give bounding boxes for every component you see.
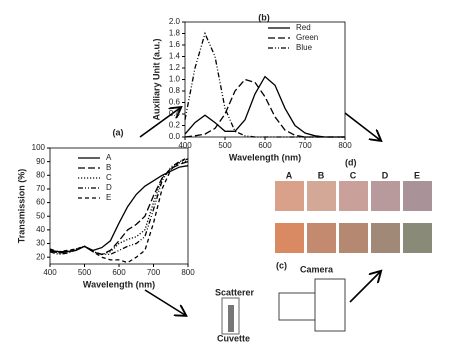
legend-label: C xyxy=(106,173,112,182)
y-tick-label: 80 xyxy=(36,170,45,179)
x-tick-label: 800 xyxy=(338,141,352,150)
color-swatch xyxy=(339,181,368,211)
chart-title: (b) xyxy=(258,12,270,22)
color-swatch xyxy=(371,223,400,253)
scatterer-label: Scatterer xyxy=(215,287,255,297)
y-tick-label: 0.6 xyxy=(169,98,181,107)
y-tick-label: 40 xyxy=(36,225,45,234)
y-tick-label: 20 xyxy=(36,252,45,261)
series-line xyxy=(49,157,189,264)
series-line xyxy=(49,158,189,256)
column-label: E xyxy=(414,170,420,180)
x-tick-label: 600 xyxy=(258,141,272,150)
color-swatch xyxy=(371,181,400,211)
legend-label: Green xyxy=(296,33,318,42)
color-swatch xyxy=(403,181,432,211)
column-label: C xyxy=(350,170,357,180)
series-line xyxy=(49,160,189,256)
color-swatch xyxy=(307,223,336,253)
color-swatch xyxy=(339,223,368,253)
y-tick-label: 100 xyxy=(32,143,46,152)
arrows xyxy=(139,108,380,315)
y-axis-label: Transmission (%) xyxy=(16,169,26,244)
legend-label: Blue xyxy=(296,43,313,52)
color-swatch xyxy=(307,181,336,211)
x-axis-label: Wavelength (nm) xyxy=(83,279,155,289)
y-tick-label: 70 xyxy=(36,184,45,193)
x-tick-label: 500 xyxy=(218,141,232,150)
camera-body xyxy=(314,278,346,332)
y-tick-label: 50 xyxy=(36,211,45,220)
y-tick-label: 1.0 xyxy=(169,75,181,84)
x-tick-label: 700 xyxy=(147,268,161,277)
arrow xyxy=(139,108,180,138)
legend-label: E xyxy=(106,193,111,202)
x-tick-label: 600 xyxy=(112,268,126,277)
y-tick-label: 90 xyxy=(36,157,45,166)
camera-label: Camera xyxy=(300,264,334,274)
x-axis-label: Wavelength (nm) xyxy=(229,152,301,162)
legend-label: D xyxy=(106,183,112,192)
y-tick-label: 60 xyxy=(36,198,45,207)
y-tick-label: 2.0 xyxy=(169,17,181,26)
camera-lens xyxy=(278,292,316,321)
series-line xyxy=(49,165,189,253)
legend-label: Red xyxy=(296,23,311,32)
y-tick-label: 0.8 xyxy=(169,86,181,95)
series-line xyxy=(184,75,345,138)
y-tick-label: 1.4 xyxy=(169,52,181,61)
arrow xyxy=(344,112,380,140)
y-tick-label: 1.2 xyxy=(169,63,181,72)
y-tick-label: 30 xyxy=(36,239,45,248)
color-swatch xyxy=(275,181,304,211)
y-tick-label: 0.4 xyxy=(169,109,181,118)
column-label: B xyxy=(318,170,325,180)
scatterer xyxy=(228,305,234,332)
x-tick-label: 500 xyxy=(78,268,92,277)
y-axis-label: Auxiliary Unit (a.u.) xyxy=(151,38,161,120)
legend-label: B xyxy=(106,163,111,172)
x-tick-label: 700 xyxy=(298,141,312,150)
panel-label: (c) xyxy=(276,260,287,270)
chart-title: (a) xyxy=(113,127,124,137)
color-swatch xyxy=(403,223,432,253)
plot-frame xyxy=(49,147,189,265)
x-tick-label: 400 xyxy=(43,268,57,277)
cuvette-label: Cuvette xyxy=(217,333,250,342)
legend-label: A xyxy=(106,153,112,162)
cuvette xyxy=(221,297,240,335)
plot-frame xyxy=(184,21,346,138)
arrow xyxy=(144,289,185,315)
y-tick-label: 0.0 xyxy=(169,132,181,141)
column-label: D xyxy=(382,170,389,180)
x-tick-label: 400 xyxy=(178,141,192,150)
series-line xyxy=(184,78,345,138)
panel-label: (d) xyxy=(345,157,357,167)
series-line xyxy=(184,31,345,138)
y-tick-label: 1.8 xyxy=(169,29,181,38)
series-line xyxy=(49,159,189,256)
arrow xyxy=(349,272,380,303)
column-label: A xyxy=(286,170,293,180)
y-tick-label: 0.2 xyxy=(169,121,181,130)
x-tick-label: 800 xyxy=(181,268,195,277)
y-tick-label: 1.6 xyxy=(169,40,181,49)
swatch-grid: A B C D E xyxy=(275,170,432,253)
color-swatch xyxy=(275,223,304,253)
